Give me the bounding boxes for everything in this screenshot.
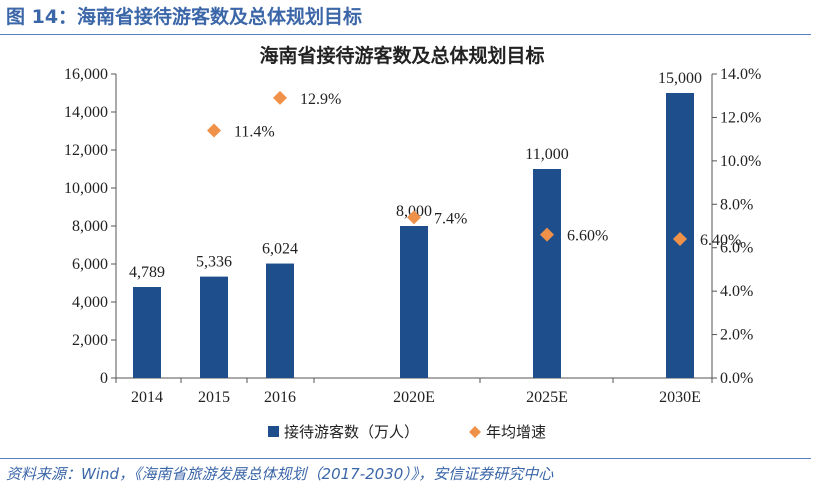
growth-rate-series: 11.4% 12.9% 7.4% 6.60% 6.40% <box>207 90 741 249</box>
left-tick-label: 16,000 <box>64 66 108 83</box>
bar-value-label: 11,000 <box>525 146 568 163</box>
left-tick-label: 2,000 <box>72 332 108 349</box>
right-tick-label: 2.0% <box>720 327 753 344</box>
bar-chart: 海南省接待游客数及总体规划目标 0 2,000 4,000 6,000 8,000 10,… <box>64 44 761 441</box>
bar-value-label: 15,000 <box>658 70 702 87</box>
bar <box>266 263 294 378</box>
bar <box>133 287 161 378</box>
axes: 0 2,000 4,000 6,000 8,000 10,000 12,000 14,000 1… <box>64 66 761 406</box>
legend: 接待游客数（万人） 年均增速 <box>268 423 546 441</box>
left-tick-label: 10,000 <box>64 180 108 197</box>
x-tick-label: 2025E <box>526 389 568 406</box>
x-tick-label: 2030E <box>659 389 701 406</box>
legend-label-rate: 年均增速 <box>486 423 546 441</box>
rate-value-label: 7.4% <box>434 210 467 227</box>
rate-value-label: 12.9% <box>300 91 341 108</box>
bar-value-label: 6,024 <box>262 241 298 258</box>
chart-title: 海南省接待游客数及总体规划目标 <box>259 44 544 67</box>
bar-value-label: 4,789 <box>129 264 165 281</box>
bar <box>400 226 428 378</box>
x-tick-label: 2020E <box>393 389 435 406</box>
left-tick-label: 4,000 <box>72 294 108 311</box>
right-tick-label: 10.0% <box>720 153 761 170</box>
legend-swatch-rate <box>469 426 481 438</box>
source-note: 资料来源：Wind，《海南省旅游发展总体规划（2017-2030）》，安信证券研… <box>6 465 554 483</box>
x-tick-label: 2014 <box>131 389 163 406</box>
rate-marker <box>540 227 554 242</box>
bar-value-label: 5,336 <box>196 254 232 271</box>
left-tick-label: 8,000 <box>72 218 108 235</box>
right-tick-label: 12.0% <box>720 109 761 126</box>
rate-marker <box>207 123 221 138</box>
left-tick-label: 12,000 <box>64 142 108 159</box>
legend-swatch-visitors <box>268 426 279 437</box>
rate-value-label: 6.60% <box>567 228 608 245</box>
x-tick-label: 2015 <box>198 389 230 406</box>
bar <box>200 276 228 378</box>
left-tick-label: 6,000 <box>72 256 108 273</box>
rate-marker <box>273 90 287 105</box>
right-tick-label: 0.0% <box>720 370 753 387</box>
right-tick-label: 8.0% <box>720 196 753 213</box>
footer-divider <box>0 458 811 459</box>
rate-marker <box>407 210 421 225</box>
figure-caption: 图 14：海南省接待游客数及总体规划目标 <box>6 6 363 28</box>
right-tick-label: 6.0% <box>720 240 753 257</box>
rate-value-label: 6.40% <box>700 232 741 249</box>
header-divider <box>0 34 811 35</box>
rate-value-label: 11.4% <box>234 123 275 140</box>
legend-label-visitors: 接待游客数（万人） <box>284 423 419 441</box>
bar <box>533 169 561 378</box>
right-tick-label: 14.0% <box>720 66 761 83</box>
left-tick-label: 14,000 <box>64 104 108 121</box>
left-tick-label: 0 <box>100 370 108 387</box>
rate-marker <box>673 232 687 247</box>
x-tick-label: 2016 <box>264 389 296 406</box>
right-tick-label: 4.0% <box>720 283 753 300</box>
